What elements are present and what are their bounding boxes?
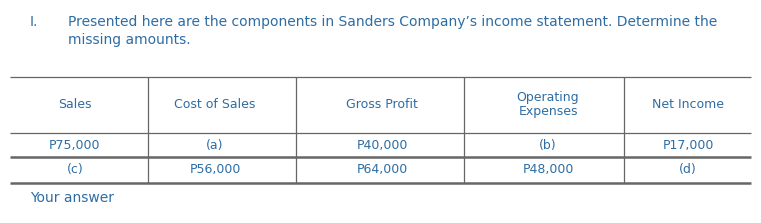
Text: Presented here are the components in Sanders Company’s income statement. Determi: Presented here are the components in San… [68, 15, 718, 29]
Text: (c): (c) [67, 163, 84, 176]
Text: P17,000: P17,000 [662, 138, 714, 151]
Text: Cost of Sales: Cost of Sales [174, 99, 256, 112]
Text: P75,000: P75,000 [49, 138, 100, 151]
Text: Your answer: Your answer [30, 191, 114, 205]
Text: Sales: Sales [59, 99, 92, 112]
Text: Operating: Operating [517, 91, 579, 105]
Text: I.: I. [30, 15, 38, 29]
Text: (b): (b) [540, 138, 557, 151]
Text: P56,000: P56,000 [189, 163, 240, 176]
Text: (a): (a) [206, 138, 224, 151]
Text: (d): (d) [679, 163, 697, 176]
Text: Gross Profit: Gross Profit [346, 99, 418, 112]
Text: P40,000: P40,000 [356, 138, 408, 151]
Text: P64,000: P64,000 [356, 163, 408, 176]
Text: Expenses: Expenses [518, 105, 578, 118]
Text: P48,000: P48,000 [522, 163, 574, 176]
Text: Net Income: Net Income [652, 99, 724, 112]
Text: missing amounts.: missing amounts. [68, 33, 190, 47]
